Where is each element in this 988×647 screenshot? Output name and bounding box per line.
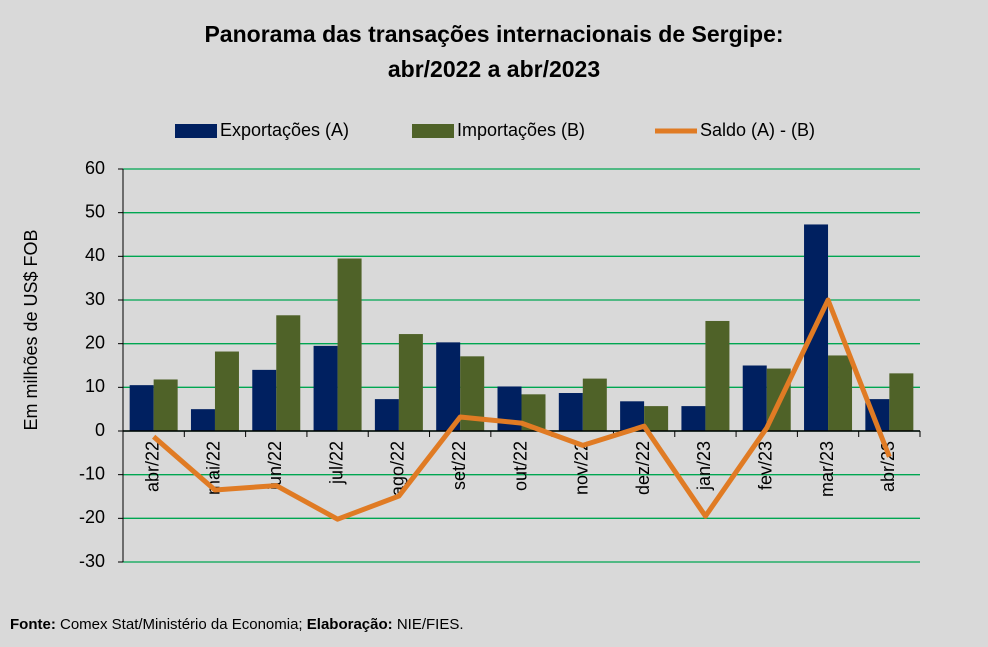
y-tick-label: -20 — [79, 507, 105, 527]
bar — [337, 258, 362, 431]
x-tick-label: set/22 — [449, 441, 469, 490]
x-tick-label: jul/22 — [326, 441, 346, 485]
x-tick-label: jun/22 — [265, 441, 285, 491]
bar — [705, 320, 730, 431]
bar — [252, 369, 277, 431]
bar — [436, 342, 461, 431]
x-tick-label: mar/23 — [817, 441, 837, 497]
bar — [742, 365, 767, 431]
bar — [129, 385, 154, 431]
y-tick-label: 20 — [85, 332, 105, 352]
x-tick-label: out/22 — [510, 441, 530, 491]
x-tick-label: abr/23 — [878, 441, 898, 492]
chart-title: Panorama das transações internacionais d… — [204, 21, 783, 47]
bar — [644, 406, 669, 431]
x-tick-label: jan/23 — [694, 441, 714, 491]
legend-label: Exportações (A) — [220, 120, 349, 140]
bar — [681, 406, 706, 431]
bar — [828, 355, 853, 431]
bar — [558, 393, 583, 431]
footer-label: Fonte: — [10, 616, 56, 633]
footer-label: Elaboração: — [307, 616, 393, 633]
footer: Fonte: Comex Stat/Ministério da Economia… — [10, 616, 464, 633]
y-tick-label: -30 — [79, 551, 105, 571]
y-tick-label: 30 — [85, 289, 105, 309]
bar — [374, 399, 399, 431]
footer-text: NIE/FIES. — [397, 616, 464, 633]
legend-marker — [175, 124, 217, 138]
bar — [276, 315, 301, 431]
bar — [313, 345, 338, 431]
bar — [214, 351, 239, 431]
y-tick-label: 40 — [85, 245, 105, 265]
x-tick-label: fev/23 — [755, 441, 775, 490]
bar — [582, 378, 607, 431]
footer-text: Comex Stat/Ministério da Economia; — [60, 616, 303, 633]
bar — [153, 379, 178, 431]
y-axis-label: Em milhões de US$ FOB — [21, 229, 41, 430]
y-tick-label: -10 — [79, 463, 105, 483]
y-tick-label: 60 — [85, 158, 105, 178]
legend-label: Saldo (A) - (B) — [700, 120, 815, 140]
legend-label: Importações (B) — [457, 120, 585, 140]
y-tick-label: 50 — [85, 201, 105, 221]
bar — [398, 334, 423, 431]
x-tick-label: dez/22 — [633, 441, 653, 495]
y-tick-label: 10 — [85, 376, 105, 396]
line-series — [152, 297, 892, 522]
legend-marker — [412, 124, 454, 138]
chart-title: abr/2022 a abr/2023 — [388, 56, 600, 82]
x-tick-label: ago/22 — [388, 441, 408, 496]
x-tick-label: abr/22 — [142, 441, 162, 492]
y-tick-label: 0 — [95, 420, 105, 440]
bar — [889, 373, 914, 431]
x-tick-label: nov/22 — [572, 441, 592, 495]
bar — [190, 409, 215, 431]
